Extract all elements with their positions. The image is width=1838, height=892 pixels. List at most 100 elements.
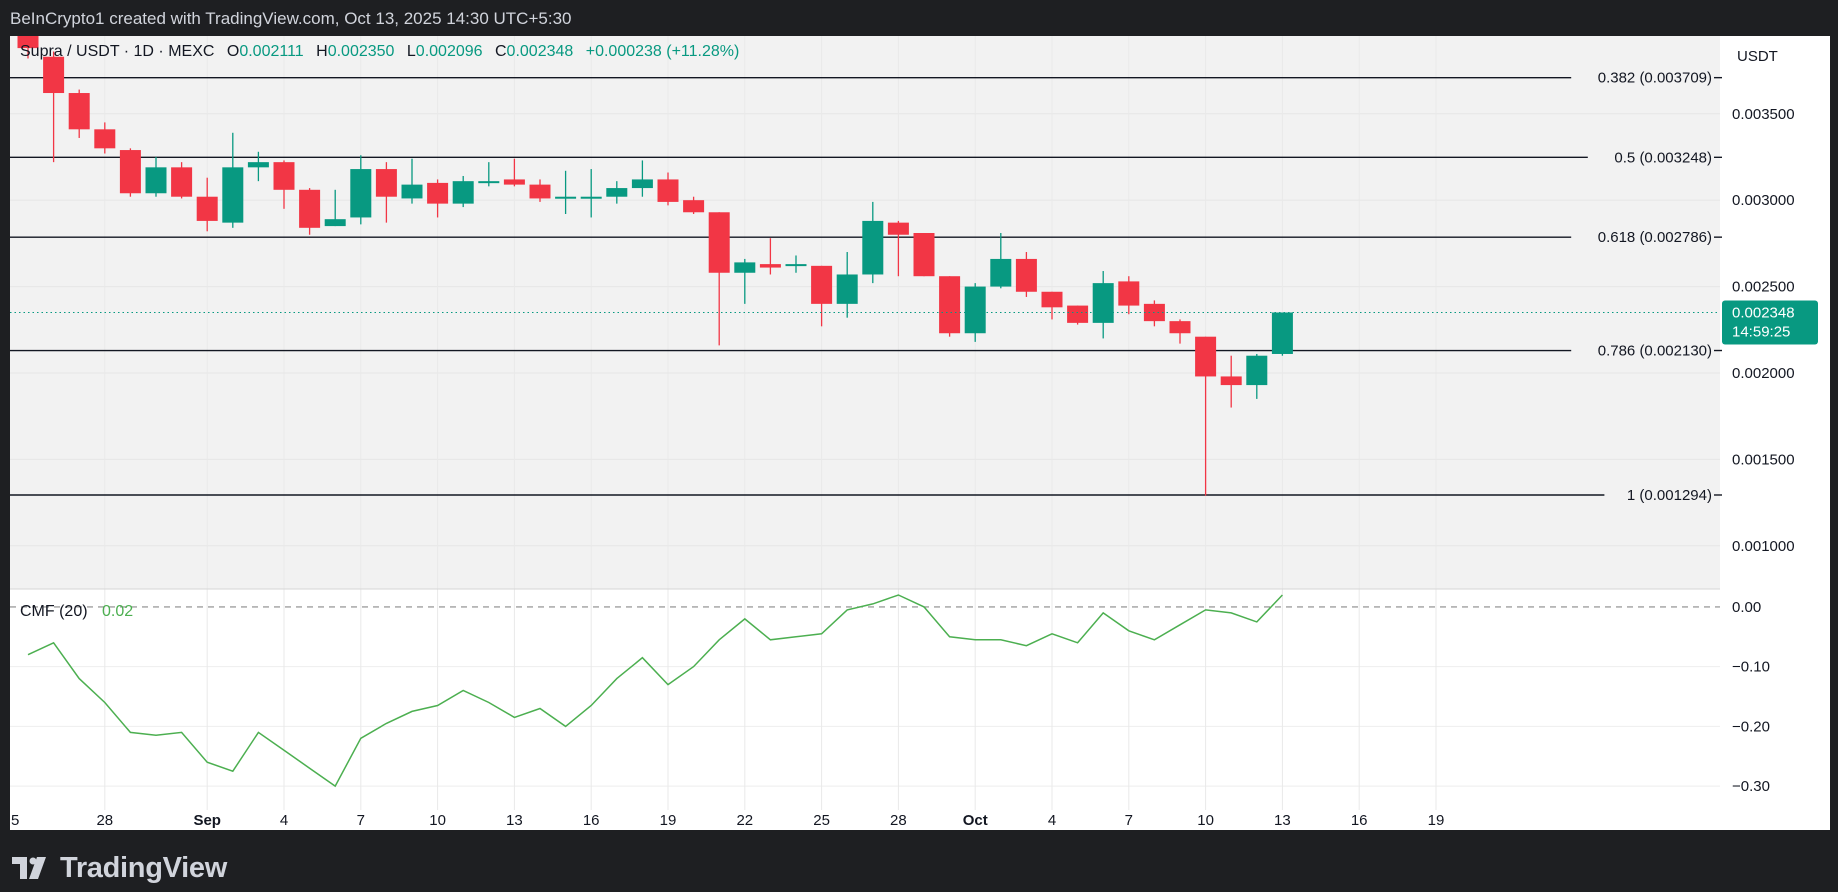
price-tick-label: 0.002000 [1732,365,1795,382]
price-tick-label: 0.003000 [1732,192,1795,209]
fibonacci-levels: 0.382 (0.003709) 0.5 (0.003248) 0.618 (0.0… [10,70,1722,504]
time-tick-label: 13 [1274,812,1291,829]
tradingview-brand: TradingView [60,851,227,884]
candle-body [1118,281,1140,306]
cmf-line [27,594,1283,788]
candle-body [17,36,39,49]
candle-body [1169,321,1191,334]
currency-label[interactable]: USDT [1737,48,1778,65]
current-price-label: 0.002348 [1732,305,1795,322]
candle-body [939,276,961,334]
candle-body [811,265,833,304]
tradingview-logo[interactable]: TradingView [12,852,227,884]
candle-body [990,258,1012,287]
attribution-bar: BeInCrypto1 created with TradingView.com… [0,0,1838,36]
candle-body [196,196,218,221]
candle-body [606,188,628,197]
countdown-label: 14:59:25 [1732,324,1790,341]
candle-body [964,286,986,334]
candle-body [631,179,653,189]
time-tick-label: 7 [357,812,365,829]
candle-body [1041,291,1063,308]
attribution-text: BeInCrypto1 created with TradingView.com… [10,9,572,28]
time-tick-label: Sep [193,812,221,829]
close-label: C [495,43,507,60]
candle-body [1067,305,1089,323]
time-axis-background [10,810,1830,830]
candle-body [1092,283,1114,323]
candle-body [43,56,65,94]
fib-level-label: 0.786 (0.002130) [1598,343,1712,360]
candle-body [452,181,474,204]
candle-body [580,196,602,199]
tradingview-logo-icon [12,857,46,879]
time-tick-label: 10 [429,812,446,829]
candle-body [119,150,141,194]
time-tick-label: 7 [1125,812,1133,829]
candle-body [324,219,346,227]
fib-level-label: 1 (0.001294) [1627,487,1712,504]
candle-body [299,189,321,228]
candle-body [1271,312,1293,354]
indicator-value: 0.02 [102,603,133,620]
time-tick-label: 22 [736,812,753,829]
indicator-tick-label: −0.30 [1732,778,1770,795]
candle-body [273,162,295,190]
indicator-tick-label: 0.00 [1732,599,1761,616]
time-tick-label: Oct [963,812,988,829]
time-tick-label: 28 [890,812,907,829]
candle-body [759,264,781,268]
candle-body [222,167,244,223]
time-tick-label: 13 [506,812,523,829]
open-value: 0.002111 [239,43,303,60]
candle-body [683,200,705,213]
price-tick-label: 0.001500 [1732,451,1795,468]
symbol-name: Supra / USDT · 1D · MEXC [20,43,214,60]
time-tick-label: 10 [1197,812,1214,829]
price-tick-label: 0.002500 [1732,279,1795,296]
symbol-legend: Supra / USDT · 1D · MEXC O0.002111 H0.00… [20,43,739,60]
candle-body [887,222,909,235]
low-label: L [407,43,416,60]
price-tick-label: 0.003500 [1732,106,1795,123]
high-value: 0.002350 [328,43,395,60]
candle-body [734,262,756,273]
candlestick-series [10,36,1720,496]
candle-body [657,179,679,202]
grid [10,36,1720,810]
candle-body [1246,355,1268,386]
time-tick-label: 16 [1351,812,1368,829]
candle-body [1195,336,1217,377]
candle-body [375,169,397,197]
time-tick-label: 5 [11,812,19,829]
candle-body [862,220,884,275]
candle-body [427,182,449,204]
time-tick-label: 16 [583,812,600,829]
change-value: +0.000238 (+11.28%) [586,43,740,60]
candle-body [913,233,935,277]
candle-body [503,179,525,185]
current-price-badge [1722,300,1818,345]
candle-body [145,167,167,194]
open-label: O [227,43,239,60]
indicator-pane-background [10,589,1720,810]
candle-body [247,162,269,168]
time-tick-label: 25 [813,812,830,829]
high-label: H [316,43,328,60]
axes: 0.003500 0.003000 0.002500 0.002000 0.001500… [11,106,1818,829]
candle-body [1220,376,1242,386]
footer [0,830,1838,892]
time-tick-label: 4 [280,812,288,829]
price-axis-background [1720,36,1830,810]
indicator-tick-label: −0.10 [1732,659,1770,676]
price-tick-label: 0.001000 [1732,538,1795,555]
low-value: 0.002096 [416,43,483,60]
cmf-series [10,594,1720,788]
candle-body [171,167,193,197]
indicator-name: CMF (20) [20,603,88,620]
indicator-tick-label: −0.20 [1732,718,1770,735]
candle-body [529,184,551,199]
candle-body [1015,258,1037,292]
chart-area[interactable]: 0.382 (0.003709) 0.5 (0.003248) 0.618 (0.0… [10,36,1830,830]
close-value: 0.002348 [507,43,574,60]
